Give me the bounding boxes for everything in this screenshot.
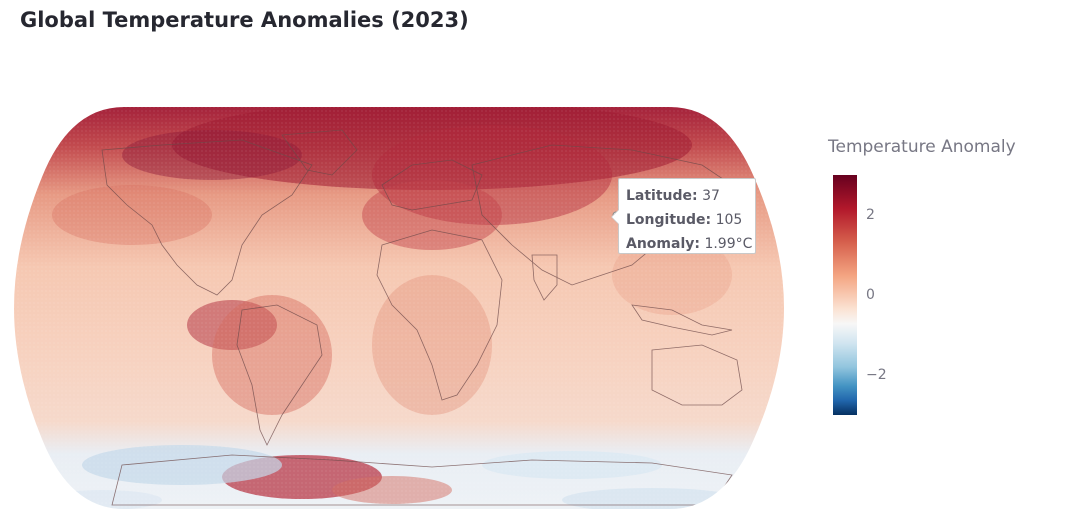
map-svg[interactable] xyxy=(12,105,786,511)
colorbar-tick-low: −2 xyxy=(866,367,887,383)
tooltip-anomaly-value: 1.99°C xyxy=(704,236,753,252)
world-map[interactable] xyxy=(12,105,786,511)
tooltip-lon-label: Longitude: xyxy=(626,212,712,228)
tooltip-lat-label: Latitude: xyxy=(626,188,698,204)
tooltip-lat-value: 37 xyxy=(702,188,720,204)
hover-tooltip: Latitude: 37 Longitude: 105 Anomaly: 1.9… xyxy=(611,178,756,254)
chart-title: Global Temperature Anomalies (2023) xyxy=(20,8,469,32)
colorbar xyxy=(833,175,857,415)
tooltip-anomaly-label: Anomaly: xyxy=(626,236,700,252)
anomaly-field xyxy=(14,107,784,509)
tooltip-lon-value: 105 xyxy=(715,212,743,228)
colorbar-tick-mid: 0 xyxy=(866,287,875,303)
colorbar-tick-high: 2 xyxy=(866,207,875,223)
colorbar-title: Temperature Anomaly xyxy=(828,137,1016,157)
